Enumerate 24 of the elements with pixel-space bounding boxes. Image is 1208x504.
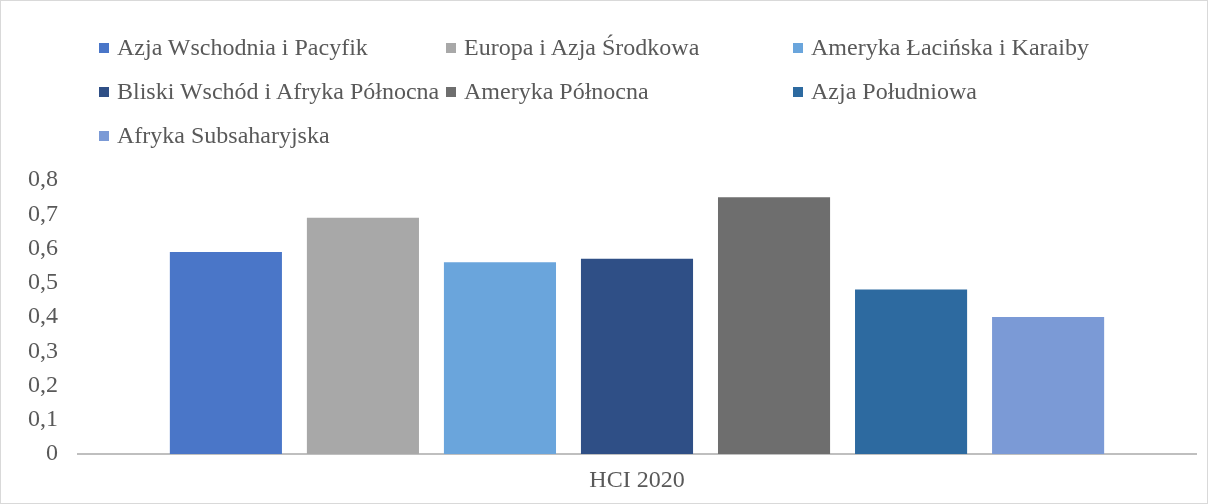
y-tick-label: 0,2: [28, 370, 58, 397]
bar: [443, 262, 557, 454]
legend-label: Bliski Wschód i Afryka Północna: [117, 78, 440, 105]
y-tick-label: 0,5: [28, 268, 58, 295]
y-tick-label: 0,1: [28, 405, 58, 432]
x-tick-label: HCI 2020: [589, 465, 685, 492]
y-tick-label: 0,4: [28, 302, 58, 329]
y-tick-label: 0,7: [28, 199, 58, 226]
y-tick-label: 0,3: [28, 336, 58, 363]
bar: [717, 197, 831, 454]
y-tick-label: 0: [46, 439, 58, 466]
legend-label: Europa i Azja Środkowa: [464, 34, 700, 61]
bar: [169, 251, 282, 454]
legend-label: Afryka Subsaharyjska: [117, 122, 330, 149]
bar: [306, 217, 419, 454]
bar: [855, 289, 968, 454]
bar: [992, 317, 1105, 454]
legend-label: Azja Południowa: [811, 78, 977, 105]
y-tick-label: 0,8: [28, 165, 58, 192]
legend-label: Ameryka Łacińska i Karaiby: [811, 34, 1089, 61]
bar: [580, 258, 694, 454]
legend-label: Ameryka Północna: [464, 78, 649, 105]
legend-label: Azja Wschodnia i Pacyfik: [117, 34, 368, 61]
y-tick-label: 0,6: [28, 233, 58, 260]
